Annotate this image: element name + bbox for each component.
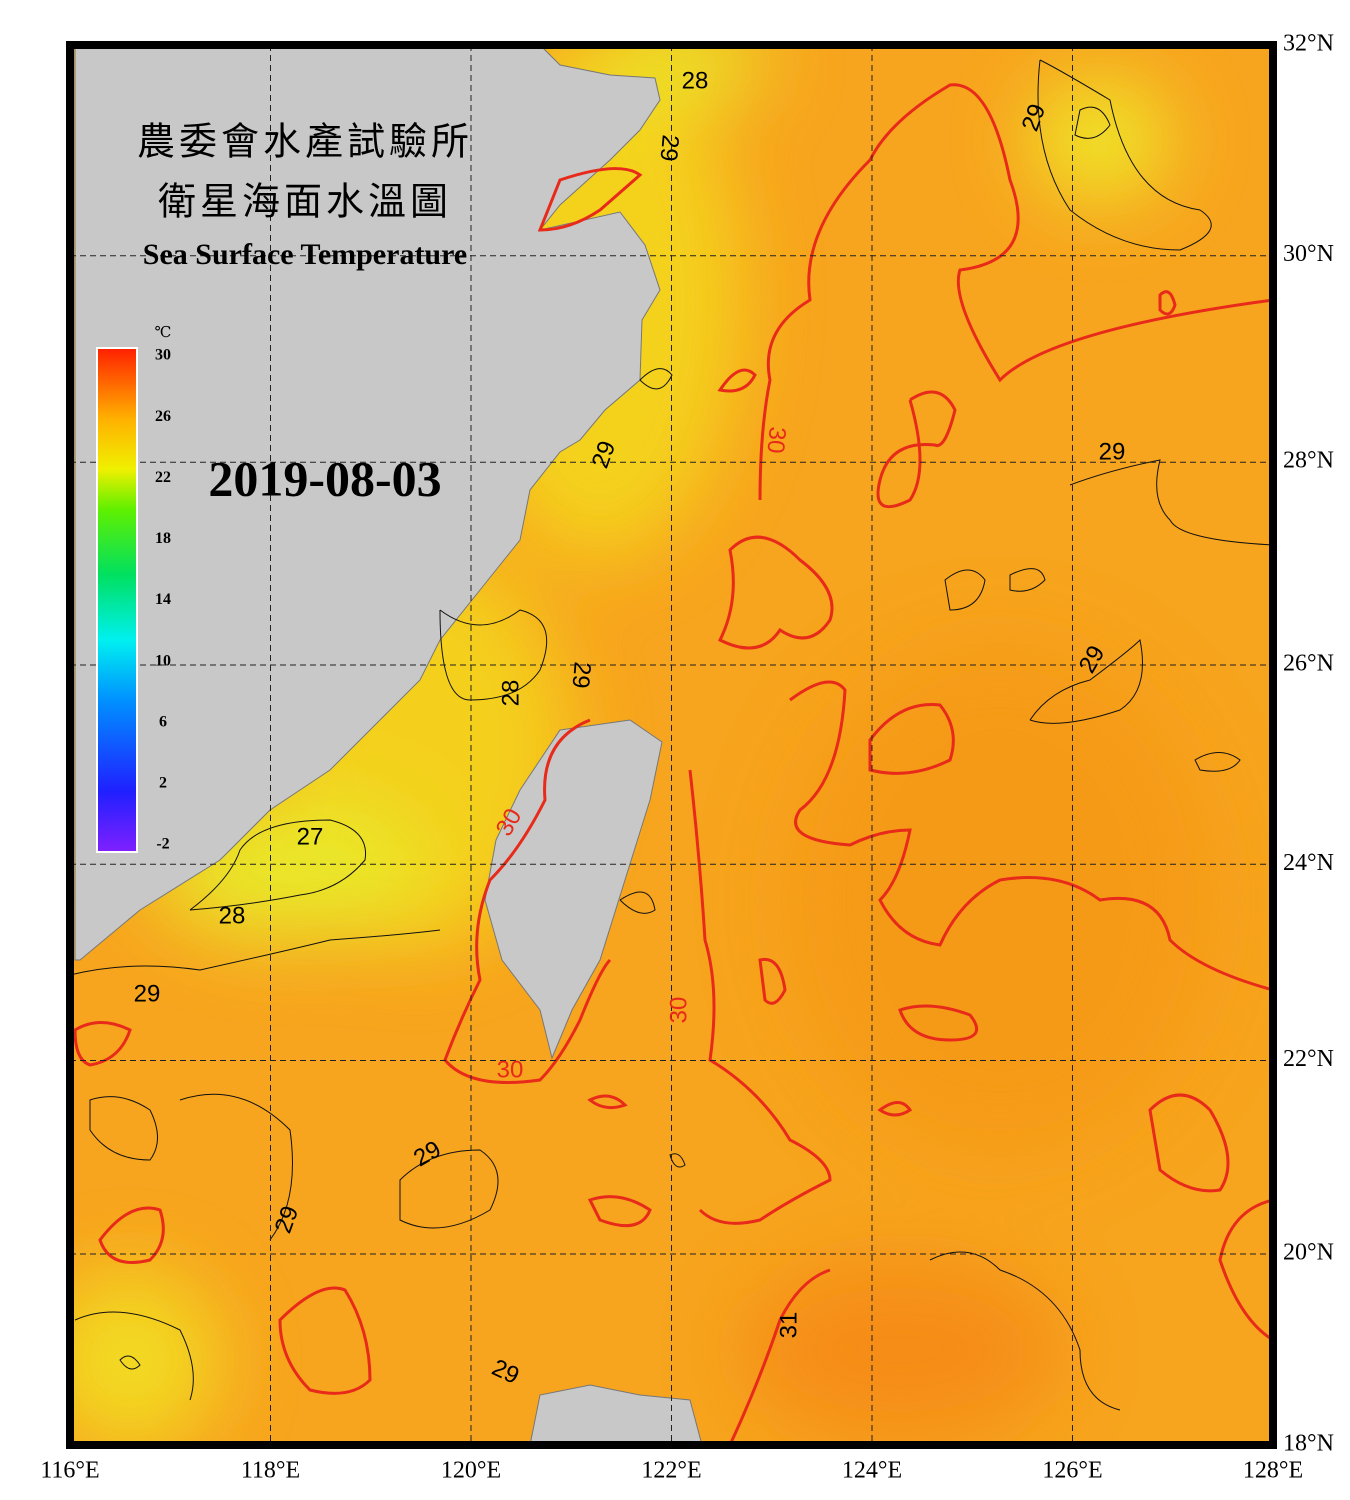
lat-label: 26°N bbox=[1283, 650, 1334, 676]
contour-label: 29 bbox=[1099, 438, 1126, 465]
lon-label: 122°E bbox=[641, 1458, 701, 1484]
contour-label: 28 bbox=[682, 67, 709, 94]
colorbar-tick-label: 6 bbox=[159, 713, 167, 730]
lon-label: 126°E bbox=[1042, 1458, 1102, 1484]
colorbar bbox=[96, 347, 138, 853]
lon-label: 120°E bbox=[441, 1458, 501, 1484]
colorbar-tick-label: 26 bbox=[155, 408, 171, 425]
colorbar-tick-label: 22 bbox=[155, 469, 171, 486]
colorbar-tick-label: 10 bbox=[155, 652, 171, 669]
title-en: Sea Surface Temperature bbox=[143, 238, 467, 271]
contour-label: 29 bbox=[134, 980, 161, 1007]
graticule bbox=[70, 45, 1273, 1445]
colorbar-tick-label: 18 bbox=[155, 530, 171, 547]
contour-label: 28 bbox=[497, 680, 524, 707]
lon-label: 128°E bbox=[1243, 1458, 1303, 1484]
contour-label: 31 bbox=[775, 1312, 802, 1339]
contour-label: 30 bbox=[665, 997, 692, 1024]
lat-label: 20°N bbox=[1283, 1239, 1334, 1265]
subtitle-zh: 衛星海面水溫圖 bbox=[158, 180, 452, 224]
colorbar-tick-label: 2 bbox=[159, 775, 167, 792]
colorbar-tick-label: 14 bbox=[155, 591, 171, 608]
lat-label: 28°N bbox=[1283, 448, 1334, 474]
lon-label: 118°E bbox=[241, 1458, 300, 1484]
lon-label: 116°E bbox=[40, 1458, 99, 1484]
colorbar-tick-label: 30 bbox=[155, 347, 171, 364]
lat-label: 30°N bbox=[1283, 241, 1334, 267]
contour-30 bbox=[73, 83, 1273, 1445]
map-frame bbox=[66, 41, 1277, 1449]
colorbar-unit: ℃ bbox=[155, 323, 172, 341]
contour-label: 30 bbox=[762, 426, 791, 455]
title-zh: 農委會水產試驗所 bbox=[137, 120, 473, 164]
land bbox=[74, 45, 703, 1445]
sea-surface bbox=[70, 45, 1273, 1445]
contour-label: 27 bbox=[297, 823, 324, 850]
contour-label: 29 bbox=[567, 661, 596, 690]
contour-label: 30 bbox=[497, 1056, 524, 1083]
lat-label: 24°N bbox=[1283, 850, 1334, 876]
date: 2019-08-03 bbox=[208, 450, 441, 506]
lat-label: 32°N bbox=[1283, 31, 1334, 57]
colorbar-tick-label: -2 bbox=[156, 836, 169, 853]
lat-label: 22°N bbox=[1283, 1046, 1334, 1072]
contour-29 bbox=[70, 59, 1273, 1411]
lat-label: 18°N bbox=[1283, 1431, 1334, 1457]
contour-label: 29 bbox=[655, 134, 684, 163]
lon-label: 124°E bbox=[842, 1458, 902, 1484]
contour-label: 28 bbox=[219, 902, 246, 929]
